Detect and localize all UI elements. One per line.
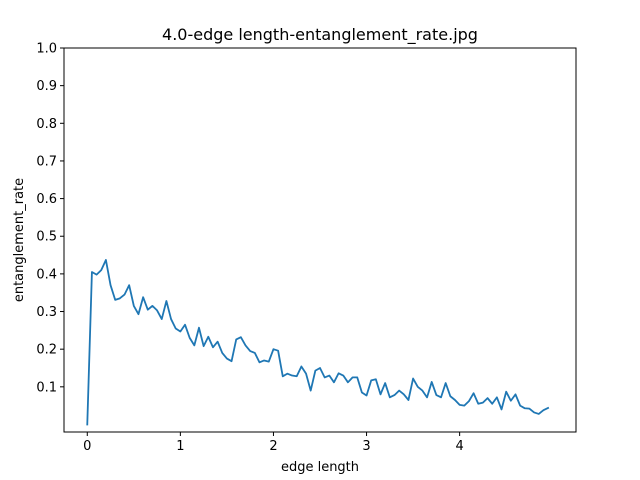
y-tick-label: 0.9 [36, 79, 57, 94]
x-tick-label: 2 [269, 439, 277, 454]
x-axis-label: edge length [281, 460, 359, 475]
y-tick-label: 0.6 [36, 192, 57, 207]
plot-area: 0 1 2 3 4 0.1 0.2 0.3 0.4 0.5 0.6 0.7 0.8 0.9 1.0 [36, 42, 577, 454]
y-tick-label: 0.8 [36, 117, 57, 132]
series-line-0 [86, 259, 550, 426]
x-tick-label: 0 [83, 439, 91, 454]
y-tick-label: 0.1 [36, 380, 57, 395]
y-tick-label: 0.7 [36, 154, 57, 169]
x-tick-label: 4 [455, 439, 463, 454]
chart-title: 4.0-edge length-entanglement_rate.jpg [162, 25, 478, 45]
y-tick-label: 0.4 [36, 267, 57, 282]
y-axis-label: entanglement_rate [12, 178, 27, 302]
y-tick-label: 1.0 [36, 42, 57, 57]
x-tick-label: 3 [362, 439, 370, 454]
axes-frame [63, 47, 577, 433]
y-tick-label: 0.3 [36, 305, 57, 320]
y-tick-label: 0.5 [36, 230, 57, 245]
y-tick-label: 0.2 [36, 343, 57, 358]
x-tick-label: 1 [176, 439, 184, 454]
